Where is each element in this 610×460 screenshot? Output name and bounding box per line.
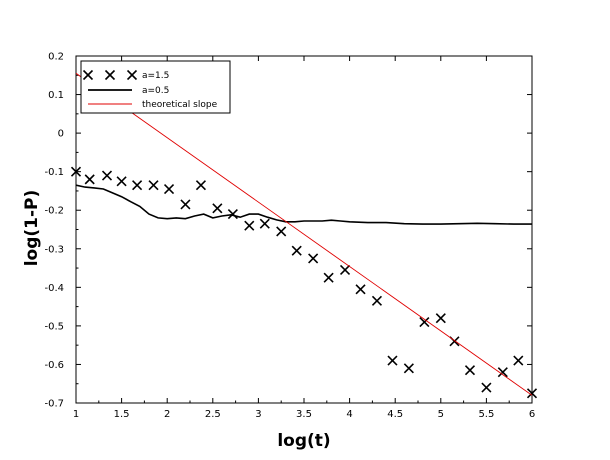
series-line-3 — [76, 72, 532, 396]
x-tick-label: 2 — [164, 409, 170, 420]
data-point-x-marker — [403, 363, 414, 374]
data-point-x-marker — [276, 226, 287, 237]
y-tick-label: -0.5 — [44, 321, 64, 332]
y-tick-label: 0 — [58, 129, 64, 140]
data-point-x-marker — [355, 284, 366, 295]
data-point-x-marker — [526, 388, 538, 399]
x-tick-label: 3.5 — [296, 409, 312, 420]
legend-x-marker — [104, 69, 116, 81]
data-point-x-marker — [163, 183, 175, 195]
data-point-x-marker — [101, 170, 113, 181]
x-tick-label: 6 — [529, 409, 535, 420]
data-point-x-marker — [323, 272, 334, 283]
y-axis-title: log(1-P) — [22, 190, 42, 267]
data-point-x-marker — [464, 365, 476, 376]
data-point-x-marker — [180, 199, 191, 210]
x-tick-label: 5 — [438, 409, 444, 420]
data-point-x-marker — [481, 382, 492, 393]
y-tick-label: -0.3 — [44, 244, 64, 255]
data-point-x-marker — [497, 367, 508, 378]
data-point-x-marker — [387, 355, 398, 366]
data-point-x-marker — [244, 220, 255, 231]
data-point-x-marker — [308, 253, 319, 264]
x-tick-label: 5.5 — [478, 409, 494, 420]
series-layer — [70, 72, 538, 399]
x-tick-label: 4.5 — [387, 409, 403, 420]
data-point-x-marker — [132, 180, 143, 191]
data-point-x-marker — [435, 313, 446, 324]
legend-label: a=0.5 — [142, 86, 169, 96]
y-tick-label: 0.2 — [48, 52, 64, 63]
data-point-x-marker — [259, 218, 270, 229]
data-point-x-marker — [291, 245, 302, 256]
x-tick-label: 1 — [73, 409, 79, 420]
data-point-x-marker — [371, 295, 383, 306]
data-point-x-marker — [227, 209, 238, 220]
y-tick-label: -0.7 — [44, 399, 64, 410]
x-tick-label: 3 — [255, 409, 261, 420]
data-point-x-marker — [513, 355, 524, 366]
y-tick-label: -0.2 — [44, 206, 64, 217]
x-axis-title: log(t) — [277, 431, 330, 451]
x-tick-label: 2.5 — [205, 409, 221, 420]
x-axis-ticks: 1 1.5 2 2.5 3 3.5 4 4.5 5 5.5 6 — [73, 56, 535, 420]
legend-label: theoretical slope — [142, 100, 218, 110]
y-axis-ticks: 0.2 0.1 0 -0.1 -0.2 -0.3 -0.4 -0.5 -0.6 -0.7 — [44, 52, 532, 410]
data-point-x-marker — [84, 174, 95, 185]
series-line-2 — [76, 184, 532, 225]
x-tick-label: 4 — [346, 409, 352, 420]
legend-label: a=1.5 — [142, 71, 169, 81]
y-tick-label: -0.6 — [44, 360, 64, 371]
data-point-x-marker — [116, 176, 127, 187]
data-point-x-marker — [195, 180, 207, 191]
data-point-x-marker — [339, 264, 351, 276]
data-point-x-marker — [419, 316, 430, 328]
x-tick-label: 1.5 — [114, 409, 130, 420]
y-tick-label: -0.1 — [44, 167, 64, 178]
legend-x-marker — [82, 69, 94, 81]
legend: a=1.5 a=0.5 theoretical slope — [80, 60, 231, 114]
y-tick-label: 0.1 — [48, 90, 64, 101]
data-point-x-marker — [212, 203, 223, 214]
data-point-x-marker — [70, 166, 82, 177]
legend-x-marker — [126, 69, 138, 81]
y-tick-label: -0.4 — [44, 283, 64, 294]
data-point-x-marker — [148, 180, 159, 191]
